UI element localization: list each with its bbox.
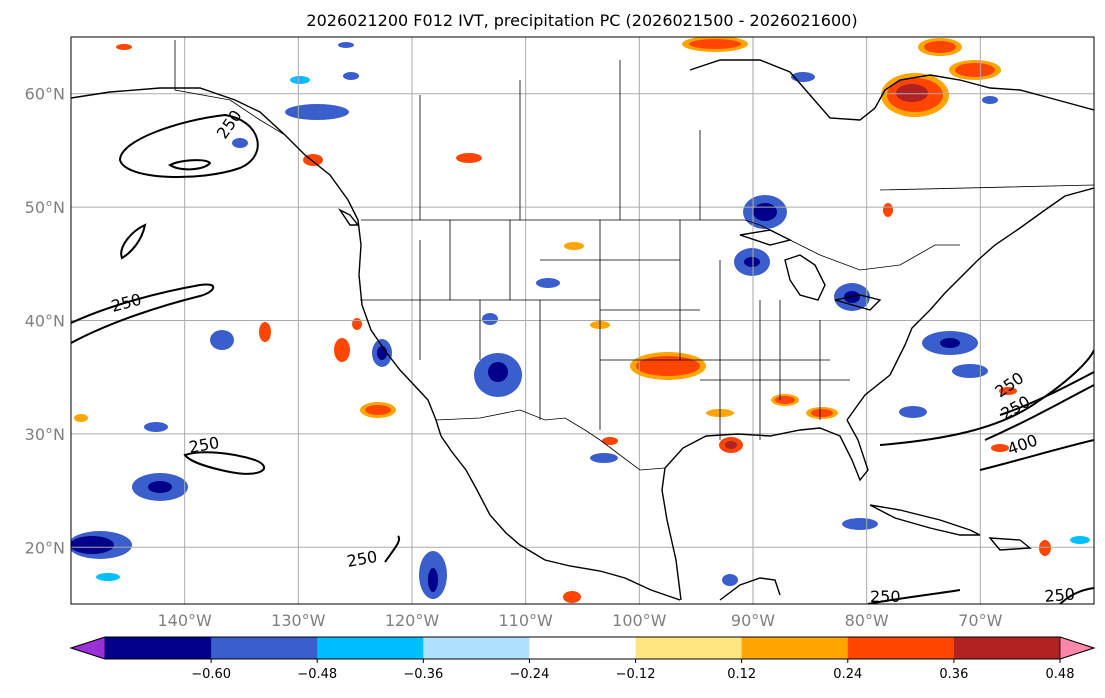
cuba-island [869,504,981,536]
ivt-contour-250 [867,589,961,604]
precip-shading [71,37,1090,603]
positive-anomaly-blob [806,407,838,419]
ivt-contour-inner [168,159,212,171]
ivt-contour-north [979,439,1094,471]
province-line [419,60,1094,220]
colorbar-tick-label: −0.36 [403,667,443,682]
colorbar-outline [69,636,1096,660]
ivt-contour-250 [879,349,1094,446]
political-borders [174,40,1094,471]
contour-label: 250 [870,587,901,606]
graticule [71,37,1094,604]
ivt-contour-250 [183,451,266,475]
vancouver-island [337,208,360,226]
longitude-labels: 140°W 130°W 120°W 110°W 100°W 90°W 80°W 70°W [157,611,1002,630]
positive-anomaly-blob [949,60,1001,80]
alaska-canada-border [174,40,286,136]
lat-tick-label: 20°N [25,538,65,557]
colorbar-extend-high [1059,636,1096,660]
colorbar-tick-label: −0.48 [297,667,337,682]
positive-anomaly-blob [719,437,743,453]
negative-anomaly-blob [372,339,392,367]
colorbar: −0.60 −0.48 −0.36 −0.24 −0.12 0.12 0.24 0.36 0.4… [69,636,1096,682]
hispaniola-island [988,537,1032,551]
colorbar-segment [741,637,849,659]
gulf-coastline [661,419,869,601]
positive-anomaly-blob [682,37,748,52]
colorbar-segment [211,637,318,659]
positive-anomaly-blob [360,402,396,418]
atlantic-coastline [846,187,1094,421]
lon-tick-label: 140°W [157,611,212,630]
ivt-contour-250 [71,283,215,344]
baja-coastline [440,435,681,601]
negative-anomaly-blob [96,42,1090,586]
lon-tick-label: 90°W [731,611,775,630]
negative-anomaly-blob [419,551,447,599]
lat-tick-label: 30°N [25,425,65,444]
negative-anomaly-blob [922,331,978,355]
negative-anomaly-blob [734,248,770,276]
colorbar-segment [423,637,530,659]
ivt-contour-250 [120,223,147,260]
map-title: 2026021200 F012 IVT, precipitation PC (2… [306,11,857,30]
pacific-coastline [71,87,442,437]
positive-anomaly-blob [918,38,962,56]
negative-anomaly-blob [132,473,188,501]
us-canada-border [361,219,960,271]
colorbar-segment [105,637,212,659]
lon-tick-label: 70°W [958,611,1002,630]
lat-tick-label: 50°N [25,198,65,217]
colorbar-tick-label: −0.12 [616,667,656,682]
yucatan-coast [719,577,781,601]
map-frame [70,36,1095,605]
coastlines [71,59,1094,601]
colorbar-tick-label: 0.12 [727,667,756,682]
lat-tick-label: 60°N [25,85,65,104]
colorbar-segment [847,637,955,659]
colorbar-tick-label: 0.36 [939,667,968,682]
ivt-contour-250 [118,113,259,179]
negative-anomaly-blob [71,531,132,559]
colorbar-tick-label: −0.24 [510,667,550,682]
latitude-labels: 60°N 50°N 40°N 30°N 20°N [25,85,65,558]
positive-anomaly-blob [630,352,706,380]
lon-tick-label: 120°W [385,611,440,630]
positive-anomaly-blob [771,394,799,406]
positive-anomaly-blob [881,73,949,117]
hudson-bay-coast [689,59,1094,121]
colorbar-segment [317,637,424,659]
lon-tick-label: 110°W [498,611,553,630]
lat-tick-label: 40°N [25,312,65,331]
lon-tick-label: 100°W [612,611,667,630]
negative-anomaly-blob [743,195,787,229]
colorbar-tick-label: 0.24 [833,667,862,682]
ivt-contour-600 [999,371,1094,416]
lon-tick-label: 130°W [271,611,326,630]
ivt-contour-250 [384,535,401,563]
colorbar-segment [635,637,743,659]
colorbar-tick-label: 0.48 [1046,667,1075,682]
colorbar-segment [953,637,1061,659]
colorbar-tick-label: −0.60 [191,667,231,682]
positive-anomaly-blob [74,44,1051,603]
ivt-contour-400 [984,384,1094,441]
negative-anomaly-blob [474,353,522,397]
state-line [360,220,850,440]
ivt-contour-250 [1059,587,1094,604]
colorbar-segment [529,637,637,659]
contour-label: 250 [1044,584,1076,606]
us-mexico-border [435,409,666,471]
colorbar-extend-low [69,636,106,660]
lon-tick-label: 80°W [845,611,889,630]
ivt-contours [71,113,1094,604]
